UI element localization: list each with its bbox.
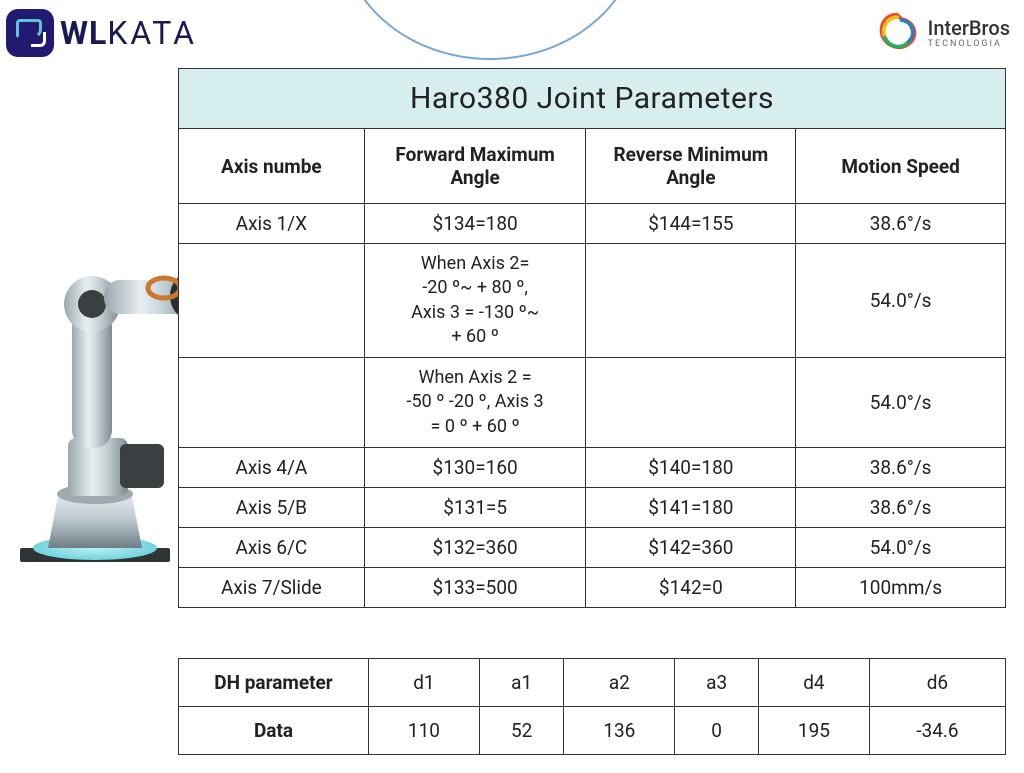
table-cell	[179, 244, 365, 358]
interbros-icon	[874, 10, 920, 56]
table-row: When Axis 2 = -50 º -20 º, Axis 3 = 0 º …	[179, 358, 1006, 448]
dh-param-value: 195	[759, 707, 870, 755]
table-row: Axis 1/X$134=180$144=15538.6°/s	[179, 204, 1006, 244]
dh-param-name: a3	[675, 659, 759, 707]
table-row: Axis 4/A$130=160$140=18038.6°/s	[179, 448, 1006, 488]
table-cell: Axis 7/Slide	[179, 568, 365, 608]
column-header: Forward Maximum Angle	[364, 129, 586, 204]
dh-param-value: 0	[675, 707, 759, 755]
table-cell: $131=5	[364, 488, 586, 528]
table-row: Axis 6/C$132=360$142=36054.0°/s	[179, 528, 1006, 568]
dh-param-value: -34.6	[869, 707, 1005, 755]
dh-data-label: Data	[179, 707, 369, 755]
table-row: Axis 7/Slide$133=500$142=0100mm/s	[179, 568, 1006, 608]
table-cell: $142=360	[586, 528, 796, 568]
dh-parameters-table: DH parameterd1a1a2a3d4d6 Data11052136019…	[178, 658, 1006, 755]
joint-parameters-table: Haro380 Joint Parameters Axis numbeForwa…	[178, 68, 1006, 608]
dh-param-name: d1	[369, 659, 480, 707]
table-cell: 54.0°/s	[796, 358, 1006, 448]
interbros-sub: TECNOLOGIA	[928, 40, 1010, 49]
table-cell: $142=0	[586, 568, 796, 608]
interbros-text: InterBros TECNOLOGIA	[928, 18, 1010, 49]
top-bar: WLKATA InterBros TECNOLOGIA	[0, 0, 1024, 62]
wlkata-icon	[6, 9, 54, 57]
table-row: Axis 5/B$131=5$141=18038.6°/s	[179, 488, 1006, 528]
dh-param-name: d4	[759, 659, 870, 707]
table-cell	[179, 358, 365, 448]
table-cell: 38.6°/s	[796, 488, 1006, 528]
wlkata-bold: WL	[60, 14, 107, 52]
column-header: Reverse Minimum Angle	[586, 129, 796, 204]
table-cell: Axis 6/C	[179, 528, 365, 568]
table-cell: 100mm/s	[796, 568, 1006, 608]
wlkata-thin: KATA	[107, 14, 197, 52]
wlkata-logo: WLKATA	[6, 9, 197, 57]
dh-param-value: 52	[479, 707, 564, 755]
interbros-logo: InterBros TECNOLOGIA	[874, 10, 1010, 56]
dh-param-value: 136	[564, 707, 675, 755]
table-cell: $134=180	[364, 204, 586, 244]
wlkata-logo-text: WLKATA	[60, 14, 197, 52]
dh-param-name: a2	[564, 659, 675, 707]
table-row: When Axis 2= -20 º~ + 80 º, Axis 3 = -13…	[179, 244, 1006, 358]
table-cell: Axis 5/B	[179, 488, 365, 528]
dh-param-name: d6	[869, 659, 1005, 707]
interbros-main: InterBros	[928, 18, 1010, 38]
table-cell	[586, 244, 796, 358]
table-cell	[586, 358, 796, 448]
table-cell: $141=180	[586, 488, 796, 528]
table-cell: When Axis 2= -20 º~ + 80 º, Axis 3 = -13…	[364, 244, 586, 358]
table-cell: Axis 1/X	[179, 204, 365, 244]
table-cell: When Axis 2 = -50 º -20 º, Axis 3 = 0 º …	[364, 358, 586, 448]
table-cell: Axis 4/A	[179, 448, 365, 488]
table-cell: 54.0°/s	[796, 528, 1006, 568]
table-title: Haro380 Joint Parameters	[179, 69, 1006, 129]
column-header: Motion Speed	[796, 129, 1006, 204]
table-cell: $132=360	[364, 528, 586, 568]
column-header: Axis numbe	[179, 129, 365, 204]
table-cell: 38.6°/s	[796, 448, 1006, 488]
dh-param-name: a1	[479, 659, 564, 707]
table-cell: $130=160	[364, 448, 586, 488]
table-cell: $140=180	[586, 448, 796, 488]
dh-header-label: DH parameter	[179, 659, 369, 707]
table-cell: 54.0°/s	[796, 244, 1006, 358]
table-cell: $144=155	[586, 204, 796, 244]
dh-param-value: 110	[369, 707, 480, 755]
table-cell: $133=500	[364, 568, 586, 608]
table-cell: 38.6°/s	[796, 204, 1006, 244]
